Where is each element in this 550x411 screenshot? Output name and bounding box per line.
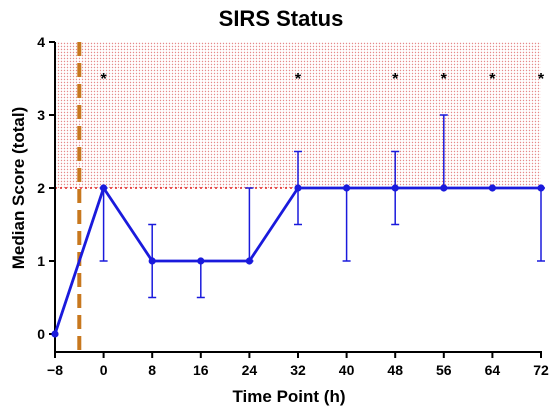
data-point [245, 257, 253, 265]
data-point [440, 184, 448, 192]
y-tick-label: 2 [37, 180, 45, 196]
x-tick-label: 16 [193, 362, 209, 378]
significance-marker: * [100, 71, 107, 88]
x-tick-label: 72 [533, 362, 549, 378]
data-point [51, 330, 59, 338]
x-tick-label: −8 [47, 362, 63, 378]
significance-marker: * [392, 71, 399, 88]
significance-marker: * [538, 71, 545, 88]
data-point [488, 184, 496, 192]
plot-area: 0 1 2 3 4 −8 0 8 16 24 32 40 48 56 64 72 * * * * * * [37, 34, 549, 378]
data-point [148, 257, 156, 265]
y-tick-label: 1 [37, 253, 45, 269]
x-axis-label: Time Point (h) [232, 387, 345, 406]
x-tick-label: 40 [339, 362, 355, 378]
x-tick-label: 24 [242, 362, 258, 378]
x-tick-label: 8 [148, 362, 156, 378]
chart-title: SIRS Status [219, 6, 344, 31]
data-point [537, 184, 545, 192]
data-point [343, 184, 351, 192]
y-axis-label: Median Score (total) [9, 107, 28, 269]
y-tick-label: 4 [37, 34, 45, 50]
data-point [391, 184, 399, 192]
x-tick-label: 0 [100, 362, 108, 378]
data-point [197, 257, 205, 265]
x-tick-label: 32 [290, 362, 306, 378]
x-tick-label: 64 [485, 362, 501, 378]
significance-marker: * [489, 71, 496, 88]
y-tick-label: 0 [37, 326, 45, 342]
significance-marker: * [295, 71, 302, 88]
x-tick-label: 56 [436, 362, 452, 378]
y-tick-label: 3 [37, 107, 45, 123]
data-point [100, 184, 108, 192]
data-point [294, 184, 302, 192]
significance-marker: * [441, 71, 448, 88]
x-tick-label: 48 [387, 362, 403, 378]
